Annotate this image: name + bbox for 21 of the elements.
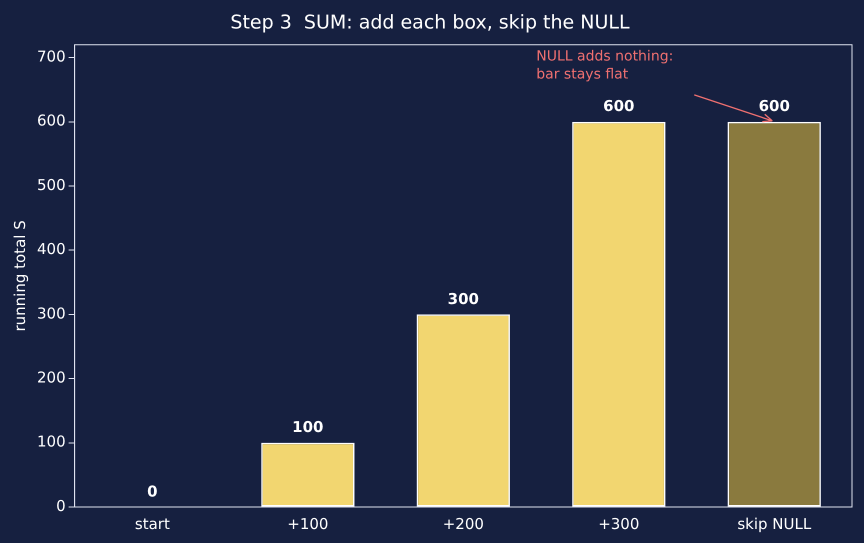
x-tick-label: +300 [598, 514, 640, 533]
y-tick-label: 200 [36, 368, 66, 386]
y-tick-label: 0 [56, 496, 66, 515]
data-label: 600 [603, 97, 634, 116]
x-tick-label: +200 [442, 514, 484, 533]
y-tick-label: 600 [36, 112, 66, 130]
y-axis-title: running total S [10, 220, 29, 332]
y-tick-label: 300 [36, 304, 66, 322]
x-tick-label: start [134, 514, 170, 533]
y-tick-label: 400 [36, 240, 66, 258]
chart-title: Step 3 SUM: add each box, skip the NULL [230, 11, 630, 34]
data-label: 100 [292, 418, 324, 436]
data-label: 600 [758, 97, 790, 116]
data-label: 0 [147, 482, 158, 500]
data-label: 300 [448, 290, 479, 308]
x-tick-label: skip NULL [737, 514, 812, 533]
x-tick-label: +100 [287, 514, 328, 533]
y-tick-label: 100 [36, 432, 66, 451]
y-tick-label: 700 [36, 48, 66, 66]
y-tick-label: 500 [36, 176, 66, 194]
annotation: NULL adds nothing: bar stays flat [536, 48, 674, 82]
